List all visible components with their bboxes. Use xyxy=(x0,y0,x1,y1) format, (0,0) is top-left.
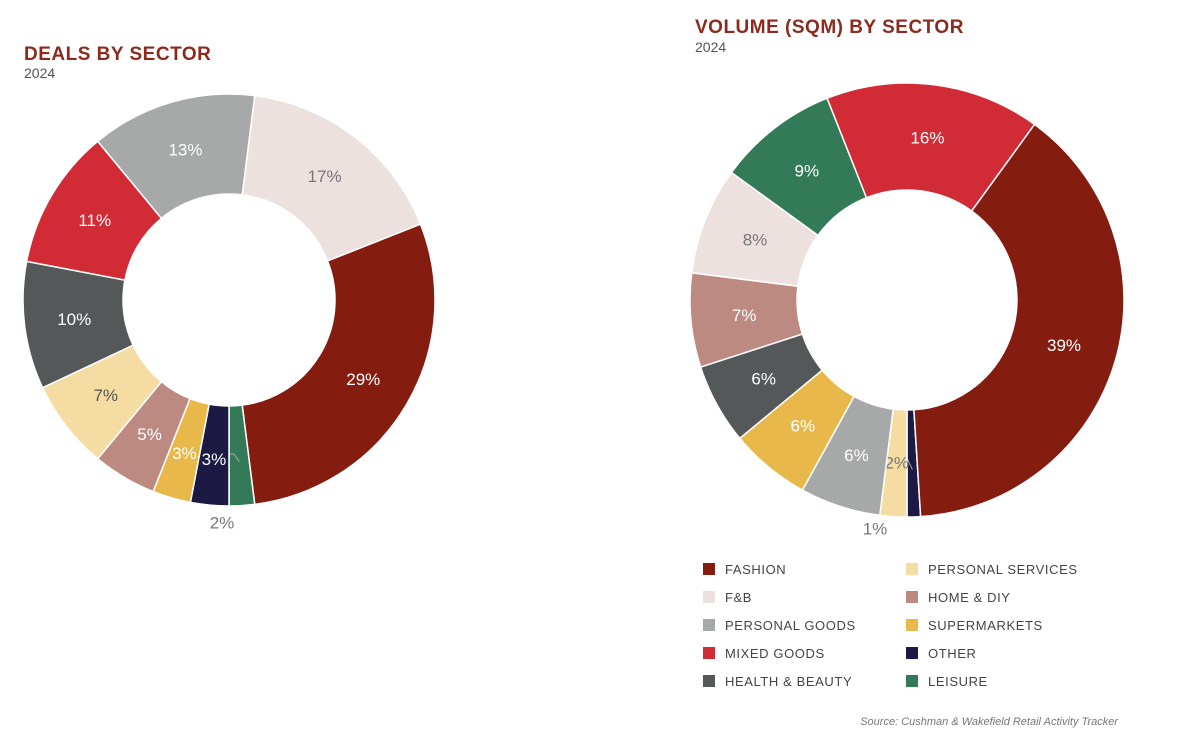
volume-donut-chart: 1% 2% 6% 6% 6% 7% 8% 9% 16% 39% xyxy=(689,82,1125,539)
volume-chart-subtitle: 2024 xyxy=(695,39,727,55)
legend-label-fashion: FASHION xyxy=(725,561,787,577)
legend-item-other: OTHER xyxy=(906,639,1109,667)
volume-label-fashion: 39% xyxy=(1047,336,1081,355)
legend-label-mixed-goods: MIXED GOODS xyxy=(725,645,825,661)
legend-swatch-other xyxy=(906,647,918,659)
legend-item-leisure: LEISURE xyxy=(906,667,1109,695)
legend-swatch-mixed-goods xyxy=(703,647,715,659)
deals-label-leisure: 2% xyxy=(210,514,235,533)
legend-item-health-beauty: HEALTH & BEAUTY xyxy=(703,667,906,695)
deals-label-fnb: 17% xyxy=(308,167,342,186)
deals-label-mixed-goods: 11% xyxy=(78,211,111,230)
deals-chart-title: DEALS BY SECTOR xyxy=(24,44,212,65)
deals-label-supermarkets: 3% xyxy=(172,444,197,463)
volume-label-health-beauty: 6% xyxy=(751,369,776,388)
legend-item-home-diy: HOME & DIY xyxy=(906,583,1109,611)
legend-swatch-supermarkets xyxy=(906,619,918,631)
volume-slice-mixed-goods xyxy=(826,82,1036,213)
legend-swatch-health-beauty xyxy=(703,675,715,687)
legend-item-mixed-goods: MIXED GOODS xyxy=(703,639,906,667)
sector-legend: FASHION F&B PERSONAL GOODS MIXED GOODS H… xyxy=(703,555,1123,695)
legend-item-personal-goods: PERSONAL GOODS xyxy=(703,611,906,639)
deals-label-health-beauty: 10% xyxy=(57,310,91,329)
legend-label-personal-goods: PERSONAL GOODS xyxy=(725,617,856,633)
legend-label-personal-services: PERSONAL SERVICES xyxy=(928,561,1078,577)
legend-swatch-personal-goods xyxy=(703,619,715,631)
volume-slice-fashion xyxy=(913,123,1125,518)
legend-item-supermarkets: SUPERMARKETS xyxy=(906,611,1109,639)
legend-swatch-personal-services xyxy=(906,563,918,575)
legend-label-other: OTHER xyxy=(928,645,977,661)
deals-label-fashion: 29% xyxy=(346,370,380,389)
legend-item-fnb: F&B xyxy=(703,583,906,611)
legend-label-health-beauty: HEALTH & BEAUTY xyxy=(725,673,853,689)
deals-donut-chart: 2% 3% 3% 5% 7% 10% 11% 13% 17% 29% xyxy=(22,93,436,533)
deals-label-home-diy: 5% xyxy=(137,425,162,444)
deals-slice-fashion xyxy=(241,223,436,506)
volume-label-supermarkets: 6% xyxy=(790,416,815,435)
deals-slice-fnb xyxy=(241,94,422,262)
legend-label-leisure: LEISURE xyxy=(928,673,988,689)
legend-label-fnb: F&B xyxy=(725,589,753,605)
volume-label-mixed-goods: 16% xyxy=(910,128,944,147)
volume-label-leisure: 9% xyxy=(795,161,820,180)
legend-label-supermarkets: SUPERMARKETS xyxy=(928,617,1043,633)
legend-swatch-home-diy xyxy=(906,591,918,603)
volume-chart-title: VOLUME (SQM) BY SECTOR xyxy=(695,17,964,38)
legend-swatch-leisure xyxy=(906,675,918,687)
volume-label-fnb: 8% xyxy=(743,230,768,249)
volume-label-personal-goods: 6% xyxy=(844,446,869,465)
volume-label-other: 1% xyxy=(863,520,888,539)
deals-label-other: 3% xyxy=(202,450,227,469)
legend-item-fashion: FASHION xyxy=(703,555,906,583)
deals-label-personal-goods: 13% xyxy=(168,141,202,160)
source-note: Source: Cushman & Wakefield Retail Activ… xyxy=(860,716,1118,728)
volume-label-personal-services: 2% xyxy=(884,454,909,473)
volume-label-home-diy: 7% xyxy=(732,306,757,325)
legend-label-home-diy: HOME & DIY xyxy=(928,589,1011,605)
legend-item-personal-services: PERSONAL SERVICES xyxy=(906,555,1109,583)
legend-swatch-fnb xyxy=(703,591,715,603)
legend-swatch-fashion xyxy=(703,563,715,575)
deals-label-personal-services: 7% xyxy=(93,386,118,405)
deals-chart-subtitle: 2024 xyxy=(24,65,56,81)
